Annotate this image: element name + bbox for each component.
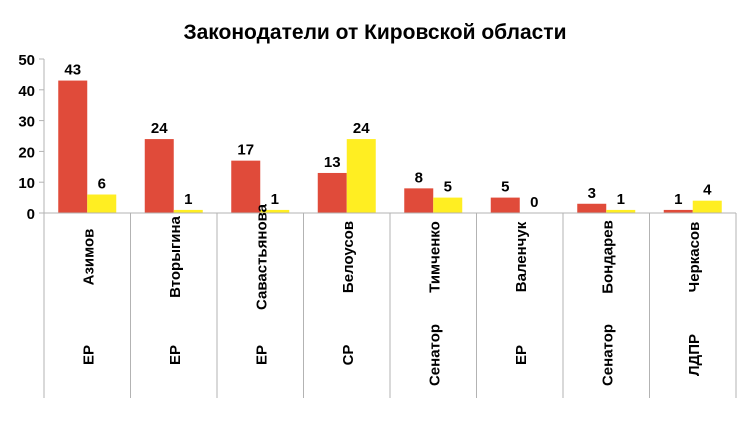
category-name-label: Вторыгина <box>167 215 184 297</box>
data-label: 5 <box>444 179 452 196</box>
y-tick-label: 40 <box>18 83 35 100</box>
bar <box>173 209 203 213</box>
data-label: 8 <box>415 169 423 186</box>
y-tick-label: 20 <box>18 144 35 161</box>
category-party-label: Сенатор <box>599 324 616 386</box>
category-name-label: Савастьянова <box>253 203 270 310</box>
data-label: 24 <box>353 120 370 137</box>
category-party-label: СР <box>340 345 357 366</box>
y-tick-label: 10 <box>18 175 35 192</box>
data-label: 1 <box>674 191 682 208</box>
bar <box>433 197 463 213</box>
data-label: 17 <box>237 142 254 159</box>
bar <box>87 194 117 213</box>
category-name-label: Черкасов <box>686 222 703 293</box>
bars <box>58 80 722 213</box>
category-name-label: Валенчук <box>513 221 530 292</box>
category-party-label: ЕР <box>167 345 184 365</box>
data-label: 13 <box>324 154 341 171</box>
category-party-label: ЛДПР <box>686 334 703 376</box>
x-axis: Азимов ЕР Вторыгина ЕР Савастьянова ЕР Белоусо… <box>43 203 737 398</box>
category-party-label: ЕР <box>80 345 97 365</box>
data-label: 1 <box>184 191 192 208</box>
bar <box>404 188 434 213</box>
bar <box>577 203 607 213</box>
y-axis: 0 10 20 30 40 50 <box>18 52 45 223</box>
data-label: 3 <box>588 185 596 202</box>
category-party-label: ЕР <box>253 345 270 365</box>
bar <box>606 209 636 213</box>
bar <box>346 139 376 213</box>
y-tick-label: 0 <box>27 206 35 223</box>
bar <box>58 80 88 213</box>
category-party-label: ЕР <box>513 345 530 365</box>
data-label: 43 <box>64 62 81 79</box>
category-name-label: Азимов <box>80 229 97 286</box>
data-label: 6 <box>98 176 106 193</box>
category-party-label: Сенатор <box>426 324 443 386</box>
chart-title: Законодатели от Кировской области <box>183 21 566 44</box>
bar <box>144 139 174 213</box>
data-label: 4 <box>703 182 712 199</box>
category-name-label: Бондарев <box>599 220 616 294</box>
data-label: 0 <box>530 194 538 211</box>
y-tick-label: 30 <box>18 114 35 131</box>
data-label: 1 <box>271 191 279 208</box>
bar <box>692 200 722 213</box>
data-label: 1 <box>617 191 625 208</box>
data-label: 24 <box>151 120 168 137</box>
category-name-label: Тимченко <box>426 221 443 293</box>
bar <box>317 172 347 213</box>
y-tick-label: 50 <box>18 52 35 69</box>
category-name-label: Белоусов <box>340 221 357 293</box>
data-label: 5 <box>501 179 509 196</box>
bar <box>490 197 520 213</box>
bar <box>663 209 693 213</box>
bar <box>231 160 261 213</box>
data-labels: 43 6 24 1 17 1 13 24 8 5 5 0 3 1 1 4 <box>64 62 712 211</box>
bar <box>260 209 290 213</box>
